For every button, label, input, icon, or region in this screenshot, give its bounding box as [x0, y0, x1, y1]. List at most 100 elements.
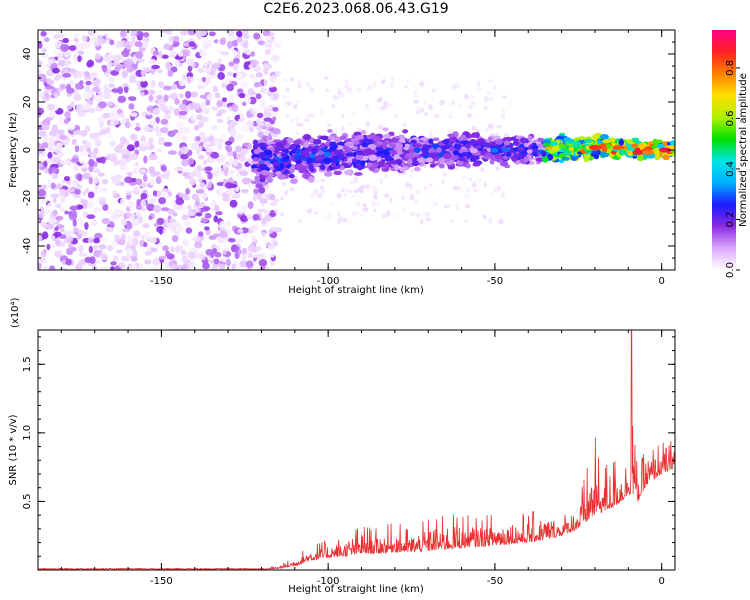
spectrogram-point: [93, 237, 101, 244]
spectrogram-point: [430, 97, 434, 102]
spectrogram-point: [54, 203, 62, 209]
spectrogram-point: [100, 156, 107, 164]
spectrogram-point: [413, 143, 422, 148]
spectrogram-point: [319, 108, 325, 115]
spectrogram-point: [269, 252, 275, 258]
spectrogram-point: [228, 120, 238, 127]
spectrogram-point: [129, 153, 139, 161]
spectrogram-point: [232, 73, 238, 78]
spectrogram-point: [265, 105, 272, 111]
spectrogram-point: [76, 70, 84, 79]
snr-y-multiplier: (x10⁴): [10, 297, 21, 328]
spectrogram-point: [72, 219, 77, 227]
spectrogram-point: [347, 121, 353, 126]
spectrogram-point: [351, 111, 356, 116]
spectrogram-point: [132, 237, 139, 246]
spectrogram-point: [143, 242, 148, 248]
spectrogram-point: [203, 141, 209, 150]
spectrogram-point: [247, 245, 256, 253]
spectrogram-point: [510, 136, 516, 141]
spectrogram-point: [240, 125, 250, 133]
spectrogram-point: [50, 193, 60, 199]
spectrogram-point: [440, 144, 447, 151]
spectrogram-point: [381, 80, 385, 84]
spectrogram-point: [541, 150, 547, 157]
spectrogram-point: [152, 258, 161, 266]
spectrogram-point: [359, 213, 364, 219]
spectrogram-point: [119, 162, 127, 167]
spectrogram-point: [303, 141, 310, 148]
spectrogram-point: [134, 140, 140, 148]
spectrogram-point: [199, 222, 207, 228]
spectrogram-point: [224, 182, 234, 189]
spectrogram-point: [295, 163, 304, 171]
spectrogram-point: [62, 73, 72, 78]
spectrogram-point: [156, 159, 163, 164]
spectrogram-point: [268, 86, 278, 93]
spectrogram-point: [255, 183, 263, 189]
spectrogram-point: [262, 193, 269, 199]
spectrogram-point: [165, 250, 171, 258]
colorbar-bar: [712, 30, 736, 270]
spectrogram-point: [512, 140, 520, 146]
spectrogram-point: [193, 102, 201, 110]
spectrogram-point: [94, 232, 103, 240]
spectrogram-point: [60, 206, 66, 214]
spectrogram-point: [390, 76, 395, 81]
spectrogram-point: [245, 260, 254, 269]
spectrogram-point: [173, 108, 181, 116]
spectrogram-point: [38, 213, 44, 218]
spectrogram-point: [102, 112, 111, 119]
spectrogram-point: [366, 85, 372, 91]
spectrogram-point: [71, 138, 77, 146]
spectrogram-point: [346, 86, 353, 93]
spectrogram-point: [428, 183, 433, 188]
spectrogram-point: [48, 265, 56, 270]
spectrogram-point: [178, 103, 187, 111]
spectrogram-point: [46, 243, 51, 251]
spectrogram-point: [561, 156, 570, 161]
spectrogram-point: [424, 112, 428, 117]
spectrogram-point: [246, 110, 251, 119]
spectrogram-point: [492, 187, 499, 193]
spectrogram-point: [111, 176, 120, 184]
spectrogram-point: [297, 79, 301, 83]
spectrogram-point: [110, 140, 116, 147]
y-tick-label: 40: [22, 48, 33, 61]
spectrogram-point: [253, 188, 259, 195]
spectrogram-point: [114, 66, 121, 72]
spectrogram-point: [320, 178, 326, 183]
spectrogram-point: [94, 52, 101, 60]
spectrogram-point: [306, 114, 313, 119]
spectrogram-point: [198, 120, 204, 129]
spectrogram-point: [316, 193, 323, 199]
spectrogram-point: [160, 207, 170, 212]
spectrogram-point: [383, 193, 390, 199]
spectrogram-point: [290, 144, 297, 149]
spectrogram-point: [159, 127, 169, 134]
spectrogram-point: [420, 146, 429, 153]
spectrogram-point: [434, 114, 440, 119]
spectrogram-point: [148, 178, 156, 186]
spectrogram-point: [465, 143, 471, 149]
spectrogram-point: [148, 166, 156, 175]
spectrogram-point: [411, 159, 419, 167]
spectrogram-point: [588, 145, 601, 151]
spectrogram-point: [247, 91, 257, 96]
spectrogram-point: [180, 249, 186, 255]
spectrogram-point: [447, 128, 453, 133]
spectrogram-point: [226, 40, 233, 49]
spectrogram-point: [181, 214, 189, 221]
spectrogram-point: [365, 148, 373, 155]
spectrogram-point: [213, 258, 220, 265]
spectrogram-point: [70, 158, 80, 163]
spectrogram-point: [448, 114, 453, 119]
spectrogram-point: [265, 130, 270, 136]
spectrogram-x-ticks: -150 -100 -50 0: [60, 30, 665, 287]
spectrogram-point: [377, 124, 384, 130]
snr-frame: [37, 329, 676, 571]
spectrogram-point: [73, 93, 82, 102]
spectrogram-point: [448, 146, 456, 152]
spectrogram-point: [464, 188, 471, 193]
spectrogram-point: [130, 256, 138, 262]
